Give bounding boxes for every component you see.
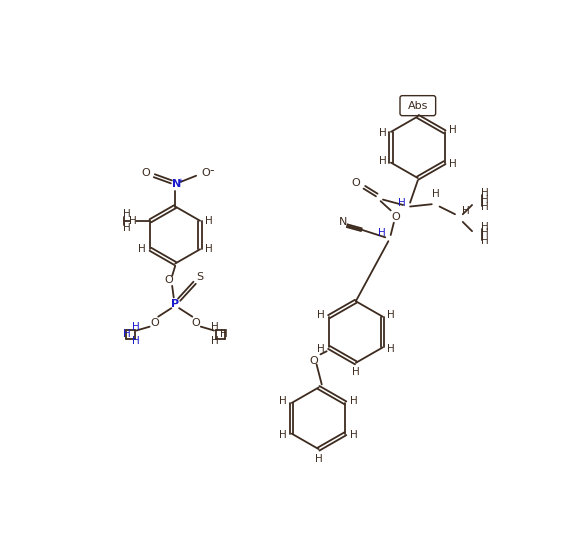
Text: O: O [201,168,210,178]
FancyBboxPatch shape [400,96,436,116]
Text: H: H [449,125,457,135]
Text: H: H [432,189,440,199]
Text: H: H [350,430,358,440]
Text: H: H [449,159,457,169]
Text: H: H [315,454,323,464]
Text: H: H [481,187,488,198]
Text: P: P [171,299,179,309]
Text: H: H [398,198,406,208]
Text: O: O [192,318,201,328]
Text: H: H [279,430,287,440]
Text: H: H [138,244,146,254]
Text: H: H [352,367,360,377]
Text: H: H [388,310,395,320]
Text: H: H [123,209,131,219]
Text: H: H [211,335,219,345]
Text: H: H [316,310,324,320]
Text: O: O [392,211,401,222]
Text: O: O [150,318,159,328]
Text: H: H [279,396,287,406]
Text: H: H [388,344,395,354]
Text: H: H [379,229,386,239]
Text: O: O [309,356,318,366]
Text: H: H [132,335,140,345]
Text: H: H [481,236,488,246]
Text: H: H [211,323,219,333]
Text: H: H [379,156,386,166]
Text: H: H [132,323,140,333]
Text: H: H [205,216,212,226]
Text: O: O [351,178,360,189]
Text: H: H [123,328,131,339]
Text: H: H [462,206,470,216]
Text: S: S [197,272,203,281]
Text: H: H [481,194,488,205]
Text: -: - [210,164,214,177]
Text: H: H [123,223,131,233]
Text: H: H [350,396,358,406]
Text: H: H [481,229,488,239]
Text: N: N [172,179,181,189]
Text: H: H [205,244,212,254]
Text: O: O [164,276,173,286]
Text: O: O [141,168,150,178]
Text: H: H [316,344,324,354]
Text: H: H [379,128,386,138]
Text: H: H [129,216,137,226]
Text: Abs: Abs [407,101,428,111]
Text: H: H [481,202,488,213]
Text: H: H [481,222,488,232]
Text: H: H [220,328,228,339]
Text: +: + [178,178,184,184]
Text: N: N [338,217,347,227]
